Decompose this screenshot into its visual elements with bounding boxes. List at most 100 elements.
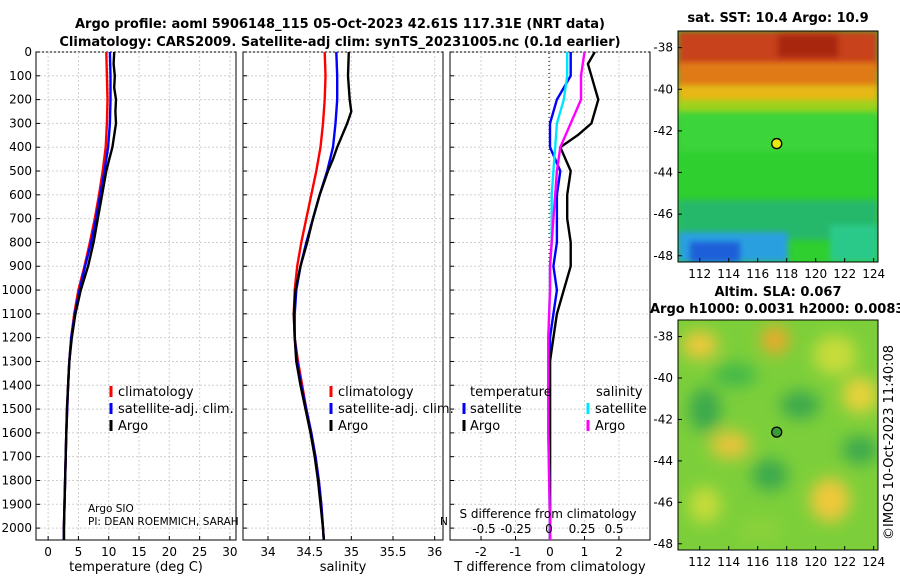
legend-label-temp-satellite: satellite (470, 402, 522, 417)
legend-label-satellite: satellite-adj. clim. (118, 402, 234, 417)
sla-map-frame (677, 319, 879, 551)
difference-x-tick-label: -2 (475, 545, 487, 559)
sst-map-y-tick-label: -48 (653, 249, 673, 263)
sla-map-x-tick-label: 116 (746, 555, 769, 569)
temperature-x-tick-label: 30 (222, 545, 237, 559)
depth-tick-label: 800 (9, 235, 32, 249)
s-diff-tick-label: 0.25 (569, 522, 596, 536)
depth-tick-label: 1800 (1, 473, 32, 487)
temperature-x-tick-label: 20 (162, 545, 177, 559)
temperature-x-tick-label: 25 (192, 545, 207, 559)
salinity-x-tick-label: 35 (344, 545, 359, 559)
sla-map-y-tick-label: -40 (653, 371, 673, 385)
temperature-x-tick-label: 5 (75, 545, 83, 559)
figure-title-line2: Climatology: CARS2009. Satellite-adj cli… (59, 35, 620, 50)
sst-map-x-tick-label: 124 (862, 267, 885, 281)
sst-map-frame (677, 30, 879, 263)
temperature-xlabel: temperature (deg C) (69, 560, 203, 575)
sla-map-image (678, 320, 878, 550)
s-difference-overlay-title: S difference from climatology (460, 507, 637, 521)
temperature-series-argo (62, 51, 118, 540)
sst-map-y-tick-label: -44 (653, 166, 673, 180)
depth-tick-label: 200 (9, 93, 32, 107)
sla-map-x-tick-label: 122 (833, 555, 856, 569)
map-tick-layer: 112 114 116 118 120 122 124 -38 -40 -42 -44 -46 -48 1… (653, 41, 885, 569)
depth-tick-label: 300 (9, 116, 32, 130)
depth-tick-label: 700 (9, 212, 32, 226)
grid-layer (36, 51, 650, 540)
sla-map-argo-marker (771, 426, 783, 438)
depth-tick-label: 1200 (1, 331, 32, 345)
sla-map-x-tick-label: 120 (804, 555, 827, 569)
depth-tick-label: 500 (9, 164, 32, 178)
legend-header-salinity: salinity (596, 385, 643, 400)
sst-map-y-tick-label: -38 (653, 41, 673, 55)
salinity-x-tick-label: 36 (427, 545, 442, 559)
sst-map-x-tick-label: 118 (775, 267, 798, 281)
legend-label-temp-argo: Argo (470, 419, 500, 434)
temperature-panel-frame (35, 51, 237, 541)
difference-x-tick-label: -1 (510, 545, 522, 559)
difference-series-temperature-argo (548, 51, 600, 540)
salinity-xlabel: salinity (320, 560, 367, 575)
legend-label-satellite: satellite-adj. clim. (338, 402, 454, 417)
depth-tick-label: 1500 (1, 402, 32, 416)
salinity-x-tick-label: 35.5 (380, 545, 407, 559)
temperature-x-tick-label: 15 (131, 545, 146, 559)
temperature-x-tick-label: 0 (44, 545, 52, 559)
depth-tick-label: 600 (9, 188, 32, 202)
salinity-x-tick-label: 34 (260, 545, 275, 559)
depth-tick-label: 1900 (1, 497, 32, 511)
depth-tick-label: 1000 (1, 283, 32, 297)
difference-series-salinity-argo (547, 51, 586, 540)
salinity-legend: climatology satellite-adj. clim. Argo (329, 385, 454, 434)
salinity-panel-frame (242, 51, 444, 541)
sst-map-argo-marker (771, 137, 783, 150)
depth-tick-label: 1600 (1, 426, 32, 440)
s-diff-tick-label: -0.25 (500, 522, 531, 536)
sla-map-y-tick-label: -38 (653, 330, 673, 344)
depth-tick-label: 100 (9, 69, 32, 83)
sla-map-x-tick-label: 112 (688, 555, 711, 569)
sst-map-y-tick-label: -40 (653, 82, 673, 96)
sla-map-y-tick-label: -44 (653, 454, 673, 468)
sla-map-x-tick-label: 118 (775, 555, 798, 569)
depth-tick-label: 2000 (1, 521, 32, 535)
depth-tick-label: 1300 (1, 354, 32, 368)
sla-map-y-tick-label: -42 (653, 412, 673, 426)
sla-map-title-line2: Argo h1000: 0.0031 h2000: 0.0083 (650, 302, 900, 317)
depth-tick-label: 0 (24, 45, 32, 59)
difference-x-tick-label: 1 (581, 545, 589, 559)
sla-map-title-line1: Altim. SLA: 0.067 (715, 285, 842, 300)
difference-x-tick-label: 2 (615, 545, 623, 559)
sla-map-x-tick-label: 114 (717, 555, 740, 569)
sla-map-x-tick-label: 124 (862, 555, 885, 569)
depth-tick-label: 1700 (1, 450, 32, 464)
depth-tick-label: 900 (9, 259, 32, 273)
legend-label-climatology: climatology (118, 385, 194, 400)
credit-overlap-fragment: N (440, 516, 448, 528)
sst-map-y-tick-label: -46 (653, 207, 673, 221)
credit-line1: Argo SIO (88, 503, 134, 515)
s-diff-tick-label: -0.5 (472, 522, 495, 536)
credit-line2: PI: DEAN ROEMMICH, SARAH (88, 516, 239, 528)
sst-map-x-tick-label: 114 (717, 267, 740, 281)
difference-x-tick-label: 0 (546, 545, 554, 559)
legend-header-temperature: temperature (470, 385, 552, 400)
sst-map-x-tick-label: 120 (804, 267, 827, 281)
legend-label-sal-argo: Argo (595, 419, 625, 434)
legend-label-argo: Argo (118, 419, 148, 434)
legend-label-sal-satellite: satellite (595, 402, 647, 417)
series-layer (62, 51, 600, 541)
temperature-x-tick-label: 10 (101, 545, 116, 559)
imos-timestamp: ©IMOS 10-Oct-2023 11:40:08 (882, 345, 897, 540)
salinity-x-tick-label: 34.5 (296, 545, 323, 559)
salinity-series-argo (292, 51, 353, 541)
s-diff-tick-label: 0 (545, 522, 553, 536)
depth-tick-label: 1100 (1, 307, 32, 321)
sst-map-x-tick-label: 122 (833, 267, 856, 281)
sst-map-title: sat. SST: 10.4 Argo: 10.9 (687, 11, 868, 26)
depth-tick-label: 1400 (1, 378, 32, 392)
difference-xlabel: T difference from climatology (453, 560, 646, 575)
